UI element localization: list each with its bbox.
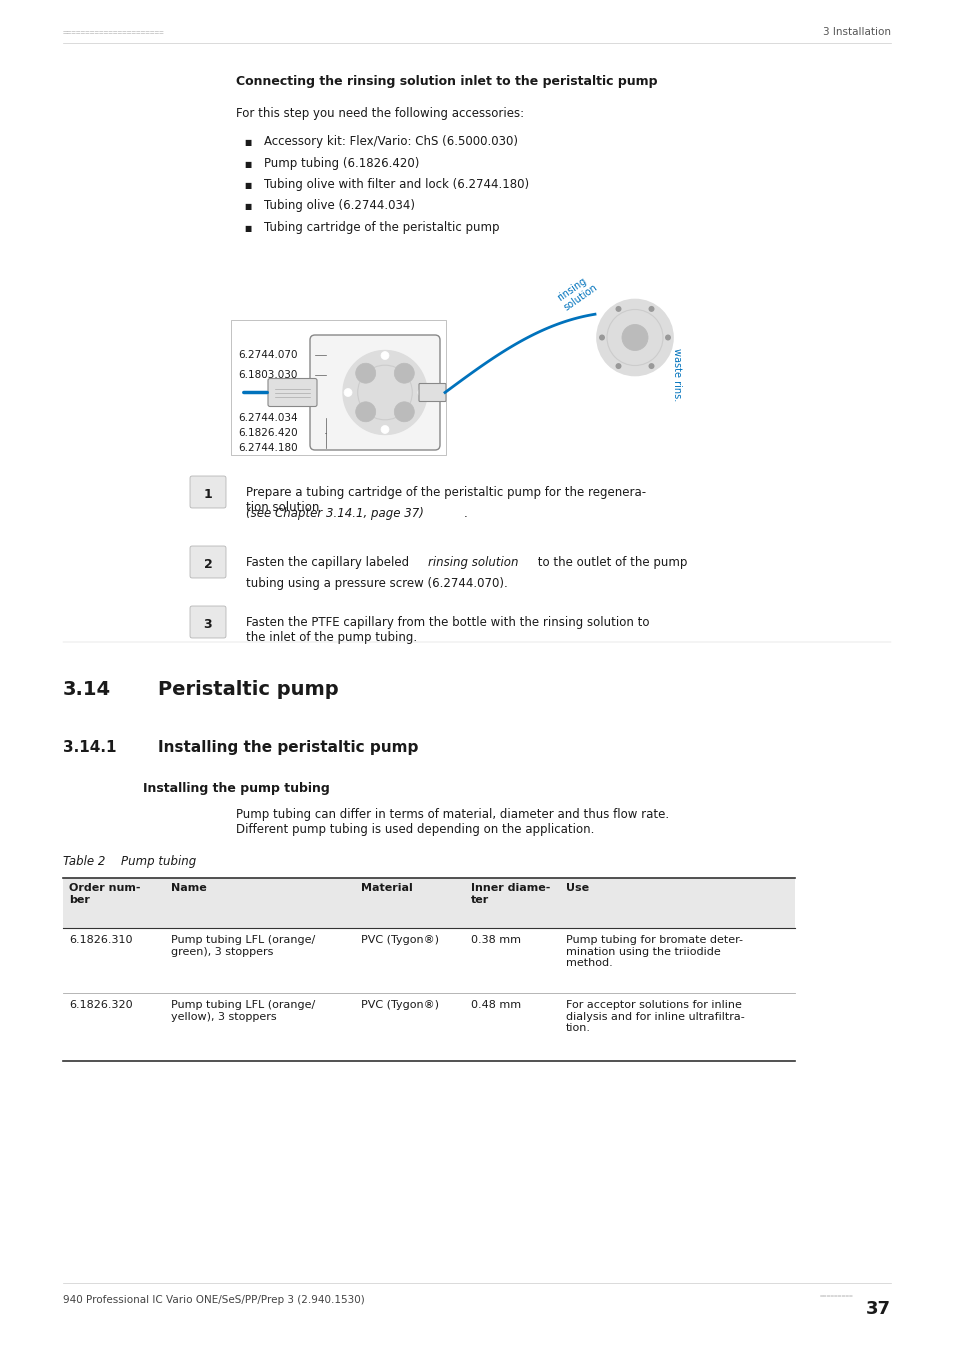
Circle shape	[615, 363, 620, 369]
Text: 3: 3	[204, 618, 213, 630]
Text: PVC (Tygon®): PVC (Tygon®)	[360, 936, 438, 945]
Text: 6.2744.034: 6.2744.034	[237, 413, 297, 423]
Text: Pump tubing LFL (orange/
yellow), 3 stoppers: Pump tubing LFL (orange/ yellow), 3 stop…	[171, 1000, 314, 1022]
Text: Peristaltic pump: Peristaltic pump	[158, 680, 338, 699]
Text: 3 Installation: 3 Installation	[822, 27, 890, 36]
Text: ■: ■	[244, 224, 251, 234]
Circle shape	[380, 425, 389, 433]
Text: For acceptor solutions for inline
dialysis and for inline ultrafiltra-
tion.: For acceptor solutions for inline dialys…	[565, 1000, 744, 1033]
Text: For this step you need the following accessories:: For this step you need the following acc…	[235, 107, 523, 120]
Circle shape	[648, 363, 654, 369]
Text: Connecting the rinsing solution inlet to the peristaltic pump: Connecting the rinsing solution inlet to…	[235, 76, 657, 88]
Text: 6.2744.180: 6.2744.180	[237, 443, 297, 454]
Text: ======================: ======================	[63, 28, 165, 36]
Text: Table 2: Table 2	[63, 855, 105, 868]
Text: (see Chapter 3.14.1, page 37): (see Chapter 3.14.1, page 37)	[246, 508, 423, 521]
Text: Fasten the PTFE capillary from the bottle with the rinsing solution to
the inlet: Fasten the PTFE capillary from the bottl…	[246, 616, 649, 644]
Text: waste rins.: waste rins.	[671, 347, 681, 401]
FancyBboxPatch shape	[418, 383, 446, 401]
Text: 940 Professional IC Vario ONE/SeS/PP/Prep 3 (2.940.1530): 940 Professional IC Vario ONE/SeS/PP/Pre…	[63, 1295, 364, 1305]
Text: ■: ■	[244, 181, 251, 190]
Text: ■: ■	[244, 159, 251, 169]
Text: Tubing olive with filter and lock (6.2744.180): Tubing olive with filter and lock (6.274…	[264, 178, 529, 190]
Text: Pump tubing (6.1826.420): Pump tubing (6.1826.420)	[264, 157, 419, 170]
Circle shape	[394, 402, 414, 421]
Text: PVC (Tygon®): PVC (Tygon®)	[360, 1000, 438, 1010]
Circle shape	[597, 300, 672, 375]
Text: .: .	[463, 508, 467, 521]
Text: 0.48 mm: 0.48 mm	[471, 1000, 520, 1010]
Circle shape	[355, 402, 375, 421]
FancyBboxPatch shape	[190, 545, 226, 578]
Circle shape	[648, 306, 654, 312]
FancyBboxPatch shape	[190, 606, 226, 639]
FancyBboxPatch shape	[190, 477, 226, 508]
Text: =========: =========	[819, 1295, 852, 1299]
Text: Pump tubing LFL (orange/
green), 3 stoppers: Pump tubing LFL (orange/ green), 3 stopp…	[171, 936, 314, 957]
Text: 6.1826.320: 6.1826.320	[69, 1000, 132, 1010]
Circle shape	[417, 389, 425, 397]
Text: Pump tubing: Pump tubing	[121, 855, 196, 868]
Text: Inner diame-
ter: Inner diame- ter	[471, 883, 550, 905]
FancyBboxPatch shape	[310, 335, 439, 450]
Text: Accessory kit: Flex/Vario: ChS (6.5000.030): Accessory kit: Flex/Vario: ChS (6.5000.0…	[264, 135, 517, 148]
Circle shape	[343, 351, 427, 435]
Text: ■: ■	[244, 202, 251, 212]
Bar	[63, 878, 794, 927]
Text: Use: Use	[565, 883, 589, 892]
Text: 6.1826.310: 6.1826.310	[69, 936, 132, 945]
Circle shape	[598, 335, 604, 340]
Text: 6.2744.070: 6.2744.070	[237, 350, 297, 360]
Text: Installing the pump tubing: Installing the pump tubing	[143, 782, 329, 795]
Circle shape	[615, 306, 620, 312]
Text: 6.1826.420: 6.1826.420	[237, 428, 297, 437]
Text: Fasten the capillary labeled: Fasten the capillary labeled	[246, 556, 413, 568]
Bar	[231, 320, 446, 455]
Circle shape	[344, 389, 352, 397]
Text: Pump tubing can differ in terms of material, diameter and thus flow rate.
Differ: Pump tubing can differ in terms of mater…	[235, 809, 668, 836]
Text: rinsing
solution: rinsing solution	[555, 273, 598, 312]
Text: 6.1803.030: 6.1803.030	[237, 370, 297, 379]
Text: 2: 2	[203, 558, 213, 571]
FancyBboxPatch shape	[268, 378, 316, 406]
Text: rinsing solution: rinsing solution	[428, 556, 518, 568]
Text: Pump tubing for bromate deter-
mination using the triiodide
method.: Pump tubing for bromate deter- mination …	[565, 936, 742, 968]
Text: ■: ■	[244, 138, 251, 147]
Text: to the outlet of the pump: to the outlet of the pump	[534, 556, 687, 568]
Text: Tubing cartridge of the peristaltic pump: Tubing cartridge of the peristaltic pump	[264, 221, 499, 234]
Text: Name: Name	[171, 883, 207, 892]
Circle shape	[380, 351, 389, 359]
Text: Prepare a tubing cartridge of the peristaltic pump for the regenera-
tion soluti: Prepare a tubing cartridge of the perist…	[246, 486, 645, 514]
Text: 3.14: 3.14	[63, 680, 111, 699]
Text: 37: 37	[865, 1300, 890, 1318]
Text: 3.14.1: 3.14.1	[63, 740, 116, 755]
Text: 0.38 mm: 0.38 mm	[471, 936, 520, 945]
Text: Tubing olive (6.2744.034): Tubing olive (6.2744.034)	[264, 200, 415, 212]
Text: tubing using a pressure screw (6.2744.070).: tubing using a pressure screw (6.2744.07…	[246, 578, 507, 590]
Circle shape	[621, 324, 647, 351]
Circle shape	[355, 363, 375, 383]
Text: 1: 1	[203, 487, 213, 501]
Circle shape	[394, 363, 414, 383]
Text: Material: Material	[360, 883, 413, 892]
Text: Order num-
ber: Order num- ber	[69, 883, 140, 905]
Text: Installing the peristaltic pump: Installing the peristaltic pump	[158, 740, 418, 755]
Circle shape	[664, 335, 670, 340]
